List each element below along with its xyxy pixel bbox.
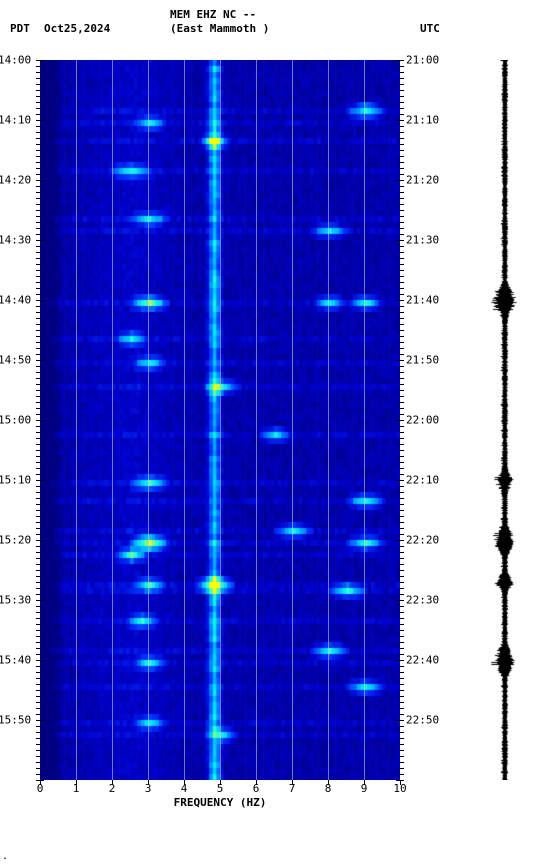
x-axis-label: FREQUENCY (HZ): [40, 796, 400, 809]
left-time-tick: 15:30: [0, 594, 38, 607]
location-label: (East Mammoth ): [170, 22, 269, 35]
left-time-tick: 14:00: [0, 54, 38, 67]
x-tick-label: 10: [390, 782, 410, 795]
left-time-tick: 14:50: [0, 354, 38, 367]
right-time-tick: 21:30: [406, 234, 446, 247]
date-label: Oct25,2024: [44, 22, 110, 35]
left-tz-label: PDT: [10, 22, 30, 35]
right-time-tick: 22:40: [406, 654, 446, 667]
waveform-canvas: [490, 60, 520, 780]
spectrogram-canvas: [40, 60, 400, 780]
right-time-tick: 22:20: [406, 534, 446, 547]
corner-mark: .: [2, 851, 8, 862]
right-time-tick: 22:10: [406, 474, 446, 487]
spectrogram-panel: [40, 60, 400, 780]
left-time-tick: 15:00: [0, 414, 38, 427]
x-tick-label: 9: [354, 782, 374, 795]
x-tick-label: 0: [30, 782, 50, 795]
right-time-tick: 22:00: [406, 414, 446, 427]
x-tick-label: 6: [246, 782, 266, 795]
x-tick-label: 2: [102, 782, 122, 795]
x-tick-label: 3: [138, 782, 158, 795]
left-time-tick: 15:40: [0, 654, 38, 667]
x-tick-label: 7: [282, 782, 302, 795]
right-time-tick: 21:00: [406, 54, 446, 67]
left-time-tick: 15:20: [0, 534, 38, 547]
left-time-tick: 14:40: [0, 294, 38, 307]
right-time-tick: 21:50: [406, 354, 446, 367]
x-tick-label: 5: [210, 782, 230, 795]
right-time-axis: 21:0021:1021:2021:3021:4021:5022:0022:10…: [406, 60, 446, 780]
left-time-axis: 14:0014:1014:2014:3014:4014:5015:0015:10…: [0, 60, 38, 780]
right-time-tick: 22:30: [406, 594, 446, 607]
right-time-tick: 21:40: [406, 294, 446, 307]
right-time-tick: 21:10: [406, 114, 446, 127]
left-time-tick: 14:10: [0, 114, 38, 127]
left-time-tick: 14:20: [0, 174, 38, 187]
left-time-tick: 14:30: [0, 234, 38, 247]
station-label: MEM EHZ NC --: [170, 8, 256, 21]
left-time-tick: 15:10: [0, 474, 38, 487]
right-time-tick: 22:50: [406, 714, 446, 727]
x-tick-label: 8: [318, 782, 338, 795]
left-time-tick: 15:50: [0, 714, 38, 727]
right-tz-label: UTC: [420, 22, 440, 35]
header: PDT Oct25,2024 MEM EHZ NC -- (East Mammo…: [0, 0, 552, 40]
right-time-tick: 21:20: [406, 174, 446, 187]
x-tick-label: 1: [66, 782, 86, 795]
x-tick-label: 4: [174, 782, 194, 795]
x-axis: 012345678910 FREQUENCY (HZ): [40, 782, 400, 822]
